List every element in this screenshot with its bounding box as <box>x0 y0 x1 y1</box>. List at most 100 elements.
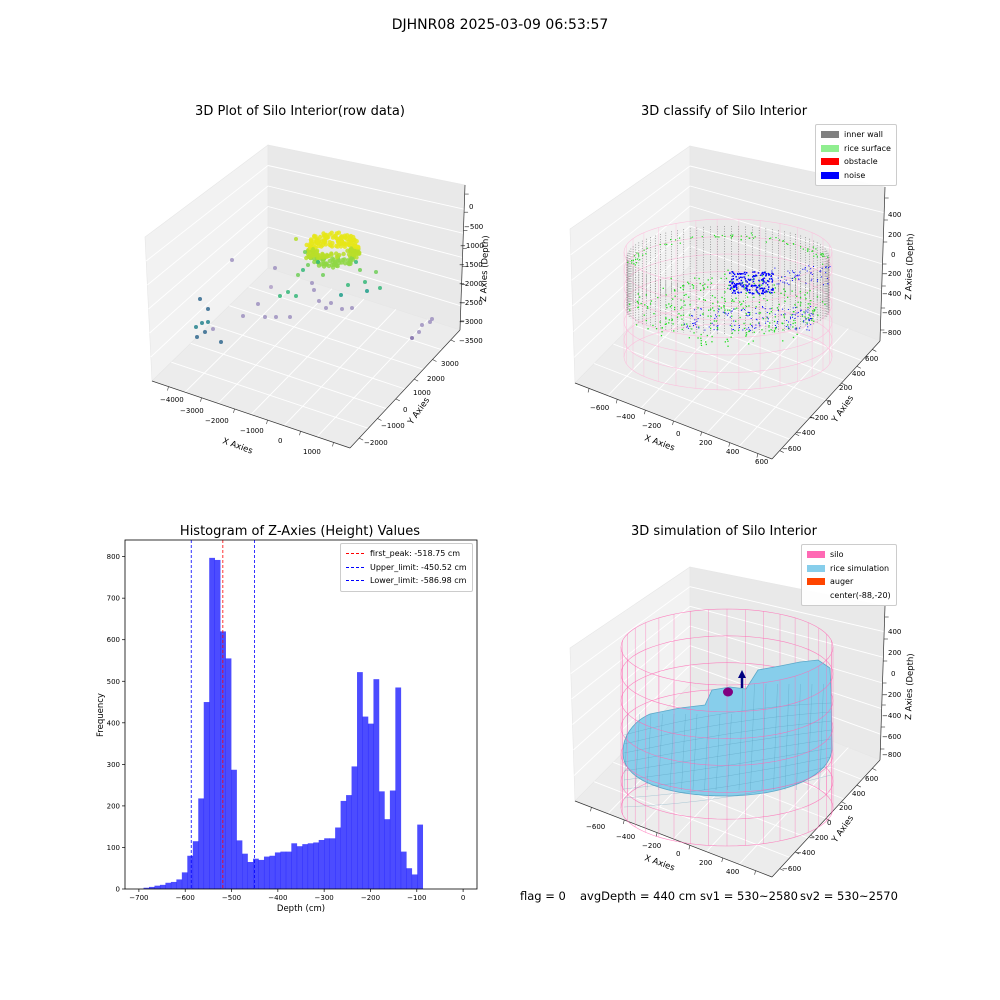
rice-surface-point <box>639 296 641 298</box>
histogram-bar <box>285 851 292 889</box>
rice-surface-point <box>681 318 683 320</box>
noise-point <box>806 270 808 272</box>
panel4-y-tick: 200 <box>839 804 852 812</box>
rice-surface-point <box>770 237 772 239</box>
panel1-y-tick: 1000 <box>413 389 431 397</box>
histogram-bar <box>269 855 276 889</box>
noise-point <box>800 310 802 312</box>
rice-surface-point <box>688 314 691 316</box>
rice-surface-point <box>691 236 694 238</box>
noise-point <box>751 326 753 328</box>
rice-surface-point <box>786 243 788 245</box>
noise-point <box>755 274 757 276</box>
noise-point <box>794 314 796 316</box>
noise-point <box>736 288 738 290</box>
panel1-y-tick: −2000 <box>364 439 388 447</box>
rice-surface-point <box>720 277 722 280</box>
tick-mark <box>587 388 590 393</box>
noise-point <box>684 323 686 325</box>
noise-point <box>762 291 764 293</box>
rice-surface-point <box>769 312 771 315</box>
rice-surface-point <box>731 332 733 334</box>
rice-surface-point <box>674 290 676 292</box>
rice-surface-point <box>749 237 751 239</box>
histogram-bar <box>253 858 259 889</box>
noise-point <box>739 273 742 275</box>
rice-surface-point <box>724 341 726 343</box>
histogram-bars <box>143 557 424 889</box>
histogram-bar <box>296 846 303 889</box>
panel4-z-tick: −200 <box>882 691 901 699</box>
noise-point <box>693 322 695 324</box>
data-point <box>304 255 309 261</box>
rice-surface-point <box>811 250 814 252</box>
rice-surface-point <box>635 324 638 326</box>
rice-surface-point <box>821 253 823 255</box>
rice-surface-point <box>761 280 764 282</box>
noise-point <box>752 280 755 283</box>
histogram-bar <box>258 859 265 889</box>
rice-surface-point <box>687 281 689 283</box>
tick-mark <box>856 784 861 788</box>
rice-surface-point <box>637 253 640 255</box>
panel4-z-tick: 200 <box>888 649 901 657</box>
rice-surface-point <box>659 321 661 323</box>
rice-surface-point <box>793 319 795 322</box>
panel2-z-tick: 400 <box>888 211 901 219</box>
legend-entry: silo <box>807 548 891 562</box>
histogram-bar <box>346 795 352 889</box>
surface-mesh-line <box>750 683 755 791</box>
rice-surface-point <box>812 310 814 312</box>
rice-surface-point <box>657 296 659 299</box>
tick-mark <box>721 857 724 863</box>
rice-surface-point <box>807 248 809 250</box>
noise-point <box>795 329 797 331</box>
panel2-x-tick: −400 <box>616 413 635 421</box>
rice-surface-point <box>811 318 813 320</box>
noise-point <box>788 284 790 286</box>
rice-surface-point <box>752 278 754 281</box>
lower-limit-line-swatch <box>346 580 364 582</box>
data-point <box>358 268 362 272</box>
silo-swatch <box>807 551 825 559</box>
panel1-y-tick: 0 <box>403 406 407 414</box>
noise-point <box>777 321 778 323</box>
rice-surface-point <box>643 314 645 316</box>
noise-point <box>694 309 696 311</box>
data-point <box>206 307 210 311</box>
noise-point <box>738 292 740 294</box>
panel2-x-tick: −200 <box>642 422 661 430</box>
data-point <box>336 241 341 246</box>
noise-point <box>753 275 755 277</box>
rice-surface-point <box>791 314 793 316</box>
panel1-z-tick: −1000 <box>460 242 484 250</box>
rice-surface-point <box>745 286 747 289</box>
panel2-z-tick: −200 <box>882 270 901 278</box>
panel1-z-tick: −500 <box>464 223 483 231</box>
tick-mark <box>872 768 877 771</box>
rice-surface-point <box>741 303 743 305</box>
rice-surface-point <box>743 322 745 325</box>
rice-surface-point <box>699 282 701 285</box>
panel1-z-tick: −2000 <box>459 280 483 288</box>
noise-point <box>808 320 810 322</box>
data-point <box>374 270 378 274</box>
data-point <box>306 263 310 267</box>
rice-surface-point <box>684 304 686 306</box>
data-point <box>336 230 341 235</box>
data-point <box>343 235 348 240</box>
rice-surface-point <box>650 300 653 302</box>
noise-point <box>772 280 774 282</box>
rice-surface-point <box>740 235 742 237</box>
noise-point <box>686 326 688 328</box>
noise-point <box>714 317 716 319</box>
gridline <box>572 625 691 725</box>
legend-entry: inner wall <box>821 128 891 142</box>
tick-mark <box>377 418 382 421</box>
panel4-z-label: Z Axies (Depth) <box>904 653 916 720</box>
rice-surface-point <box>755 291 758 293</box>
histogram-bar <box>373 679 380 889</box>
rice-surface-point <box>700 337 702 339</box>
rice-surface-point <box>803 311 805 313</box>
rice-surface-point <box>700 289 702 291</box>
